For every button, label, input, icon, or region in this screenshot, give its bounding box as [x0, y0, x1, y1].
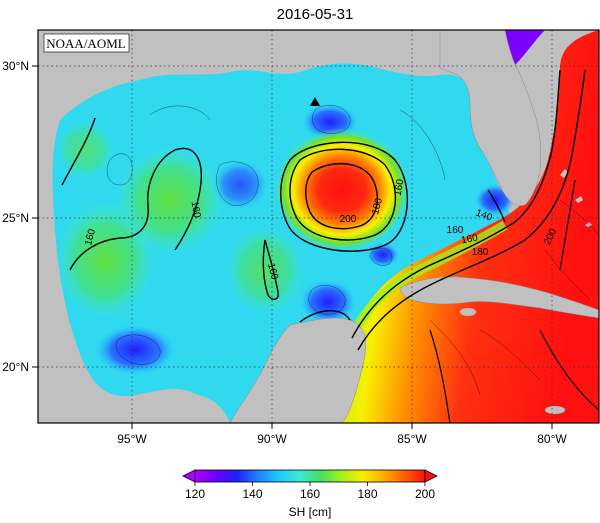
- lat-tick-label: 20°N: [2, 360, 29, 374]
- isla-de-la-juventud: [460, 308, 476, 316]
- latitude-axis: 30°N 25°N 20°N: [2, 59, 38, 374]
- colorbar-tick-label: 200: [415, 487, 435, 501]
- colorbar-max-arrow: [424, 469, 438, 483]
- blue-eddy-center: [212, 160, 268, 210]
- contour-label: 160: [265, 262, 280, 281]
- contour-160-west: [69, 147, 202, 271]
- warm-core-eddy: [274, 128, 410, 252]
- contour-label: 160: [189, 200, 203, 219]
- green-region-southcentral: [225, 225, 305, 315]
- mexico-south-land: [38, 380, 230, 423]
- contour-180-loop: [357, 69, 586, 351]
- colorbar-tick-label: 180: [357, 487, 377, 501]
- colorbar: 120 140 160 180 200 SH [cm]: [182, 469, 438, 519]
- buoy-triangle-icon: [310, 97, 320, 106]
- contour-labels: 160 160 160 160 180 200 160 140 160 180 …: [83, 178, 559, 281]
- colorbar-min-arrow: [182, 469, 196, 483]
- contour-160-loop: [351, 69, 561, 339]
- blue-eddy-west: [95, 325, 175, 375]
- green-region-central: [115, 145, 225, 255]
- bahamas-land: [560, 169, 592, 227]
- contour-lines-minor: [106, 105, 599, 396]
- credit-label: NOAA/AOML: [46, 36, 126, 51]
- graticule: [38, 30, 599, 423]
- lat-tick-label: 30°N: [2, 59, 29, 73]
- map-title: 2016-05-31: [277, 6, 354, 23]
- jamaica-land: [545, 406, 565, 414]
- colorbar-tick-label: 120: [185, 487, 205, 501]
- colorbar-tick-label: 140: [242, 487, 262, 501]
- colorbar-strip: [194, 469, 426, 483]
- contour-label: 160: [83, 227, 98, 246]
- contour-label: 180: [370, 196, 385, 215]
- contour-label: 180: [472, 247, 489, 258]
- contour-lines-caribbean: [429, 179, 599, 423]
- lon-tick-label: 95°W: [117, 432, 147, 446]
- florida-land: [439, 30, 542, 206]
- contour-200-eddy: [305, 162, 379, 230]
- lon-tick-label: 85°W: [397, 432, 427, 446]
- contour-lines-major: [61, 69, 586, 351]
- lat-tick-label: 25°N: [2, 211, 29, 225]
- blue-eddy-east: [367, 243, 399, 267]
- colorbar-tick-label: 160: [300, 487, 320, 501]
- atlantic-cold-corner: [505, 30, 545, 65]
- yucatan-land: [229, 317, 366, 423]
- cuba-land: [399, 276, 599, 319]
- colorbar-label: SH [cm]: [289, 505, 332, 519]
- contour-label: 160: [447, 225, 464, 236]
- map-frame: [37, 29, 600, 424]
- green-region-north-west: [55, 120, 115, 180]
- contour-label: 200: [340, 214, 357, 225]
- contour-160-northwest: [61, 117, 96, 186]
- contour-140-florida: [487, 189, 506, 223]
- contour-160-eddy-outer: [280, 141, 408, 252]
- contour-label: 160: [460, 233, 479, 247]
- longitude-axis: 95°W 90°W 85°W 80°W: [117, 423, 567, 446]
- contour-160-central: [262, 239, 280, 300]
- lon-tick-label: 80°W: [537, 432, 567, 446]
- credit-box: NOAA/AOML: [43, 33, 130, 53]
- contour-180-eddy: [289, 148, 397, 241]
- contour-160-yucatan: [299, 310, 351, 323]
- contour-label: 160: [393, 178, 407, 197]
- lon-tick-label: 90°W: [257, 432, 287, 446]
- colorbar-ticks: [194, 482, 426, 486]
- caribbean-warm-water: [330, 30, 599, 423]
- map-area: 160 160 160 160 180 200 160 140 160 180 …: [38, 30, 599, 423]
